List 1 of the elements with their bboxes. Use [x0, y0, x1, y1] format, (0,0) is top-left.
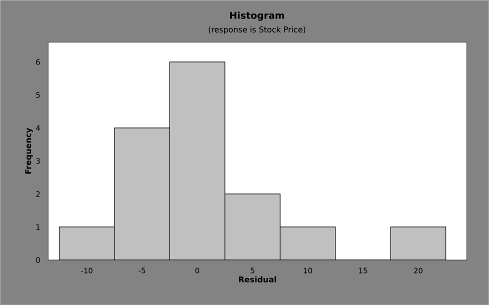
chart-title: Histogram [230, 12, 284, 21]
